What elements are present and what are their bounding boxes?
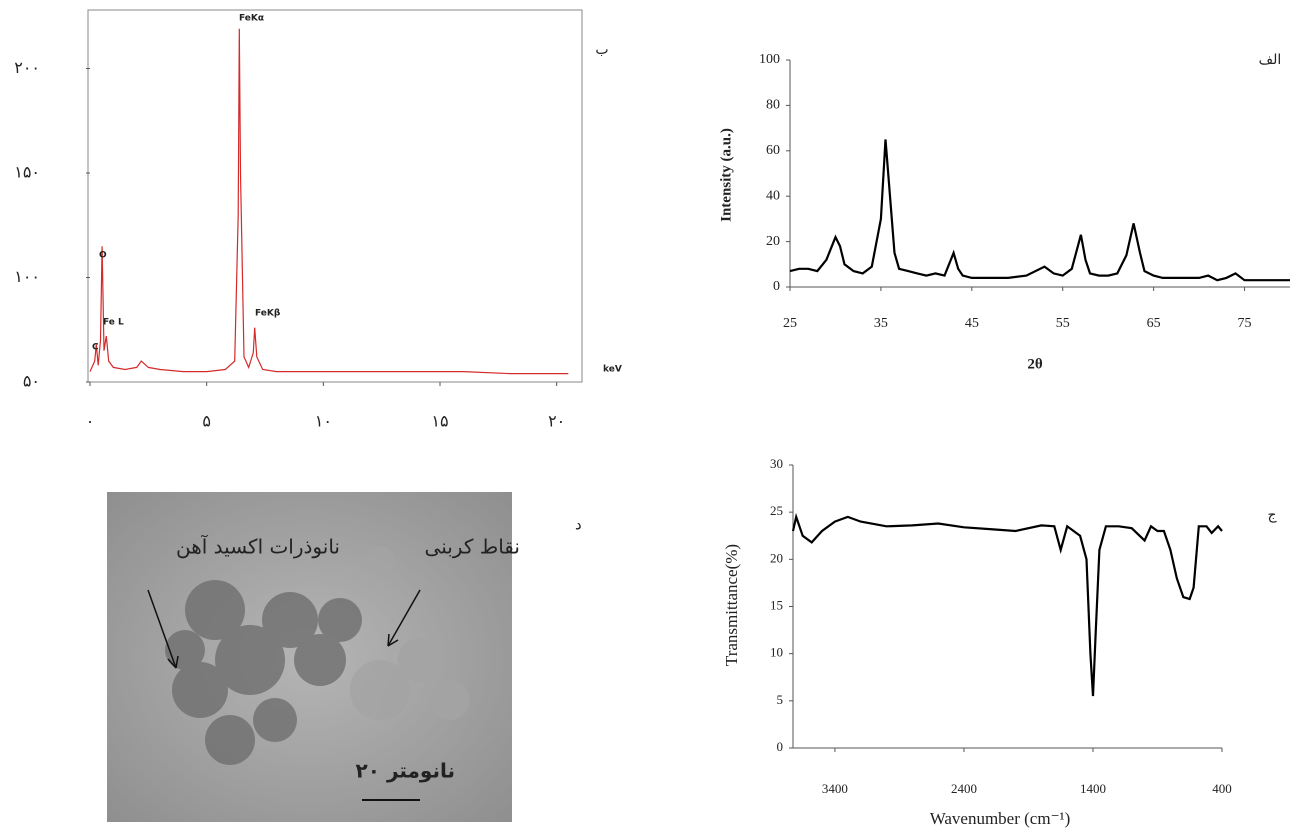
x-tick-label: ۵ xyxy=(202,412,211,431)
x-tick-label: 35 xyxy=(874,316,888,331)
peak-label: keV xyxy=(603,365,622,375)
tem-image: نقاط کربنی نانوذرات اکسید آهن ۲۰ نانومتر… xyxy=(107,492,582,822)
x-axis-label: Wavenumber (cm⁻¹) xyxy=(930,809,1071,828)
y-tick-label: 100 xyxy=(759,52,780,67)
data-line xyxy=(791,512,1223,697)
x-tick-label: 55 xyxy=(1056,316,1070,331)
x-axis-label: 2θ xyxy=(1027,356,1043,372)
y-tick-label: 15 xyxy=(770,597,783,612)
data-line xyxy=(789,139,1290,282)
y-tick-label: 5 xyxy=(777,692,784,707)
arrow-head xyxy=(167,655,179,669)
x-tick-label: 3400 xyxy=(822,781,848,796)
plot-frame xyxy=(87,9,583,383)
peak-label: C xyxy=(92,343,99,353)
x-tick-label: 1400 xyxy=(1080,781,1106,796)
x-tick-label: ۱۵ xyxy=(431,412,448,431)
chart: 0 20 40 60 80 100 25 35 45 55 65 75 Intensity (a.u.)… xyxy=(718,52,1290,372)
chart: ۵۰ ۱۰۰ ۱۵۰ ۲۰۰ ۰ ۵ ۱۰ ۱۵ ۲۰ C O Fe L FeKα FeKβ keV ب xyxy=(14,9,622,431)
y-tick-label: 20 xyxy=(770,550,783,565)
scale-label: ۲۰ نانومتر xyxy=(356,759,455,783)
x-tick-label: ۲۰ xyxy=(548,412,565,431)
arrow xyxy=(387,589,421,647)
y-axis-label: Transmittance(%) xyxy=(722,544,741,666)
y-tick-label: ۱۰۰ xyxy=(14,267,40,286)
y-axis-label: Intensity (a.u.) xyxy=(718,128,734,222)
y-tick-label: 25 xyxy=(770,503,783,518)
x-tick-label: 400 xyxy=(1212,781,1232,796)
peak-label: O xyxy=(99,251,107,261)
y-tick-label: 0 xyxy=(773,279,780,294)
panel-label: الف xyxy=(1259,52,1282,68)
x-tick-label: 65 xyxy=(1147,316,1161,331)
peak-label: Fe L xyxy=(103,318,124,328)
y-tick-label: 0 xyxy=(777,739,784,754)
carbon-label: نقاط کربنی xyxy=(425,535,520,559)
y-tick-label: 80 xyxy=(766,98,780,113)
x-tick-label: 75 xyxy=(1238,316,1252,331)
peak-label: FeKβ xyxy=(255,309,281,319)
carbon-dots xyxy=(350,546,470,720)
data-line xyxy=(89,28,569,375)
iron-label: نانوذرات اکسید آهن xyxy=(176,534,340,559)
x-tick-label: 45 xyxy=(965,316,979,331)
x-tick-label: 25 xyxy=(783,316,797,331)
chart: 0 5 10 15 20 25 30 3400 2400 1400 400 Transmittance… xyxy=(722,456,1278,828)
arrow-head xyxy=(387,633,399,647)
y-tick-label: ۵۰ xyxy=(23,372,40,391)
y-tick-label: 40 xyxy=(766,188,780,203)
particles xyxy=(165,580,362,765)
x-tick-label: 2400 xyxy=(951,781,977,796)
x-tick-label: ۱۰ xyxy=(315,412,332,431)
y-tick-label: ۱۵۰ xyxy=(14,163,40,182)
panel-label: ب xyxy=(595,42,608,58)
x-tick-label: ۰ xyxy=(86,412,95,431)
y-tick-label: 30 xyxy=(770,456,783,471)
panel-label: ج xyxy=(1267,507,1277,523)
y-tick-label: 10 xyxy=(770,645,783,660)
peak-label: FeKα xyxy=(239,14,264,24)
y-tick-label: 20 xyxy=(766,234,780,249)
arrow xyxy=(147,589,177,669)
y-tick-label: ۲۰۰ xyxy=(14,58,40,77)
y-tick-label: 60 xyxy=(766,143,780,158)
panel-label: د xyxy=(575,516,582,534)
